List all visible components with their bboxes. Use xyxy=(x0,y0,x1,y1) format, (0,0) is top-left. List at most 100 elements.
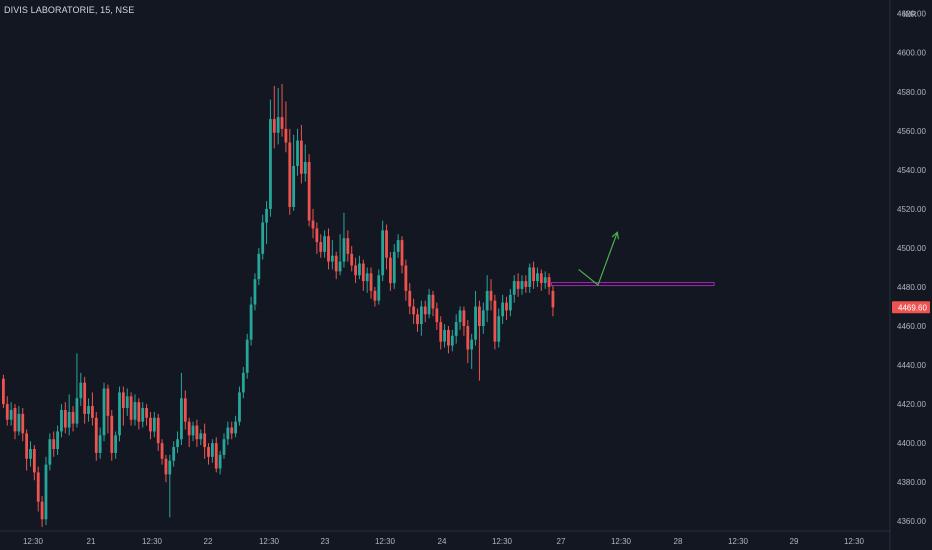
candle-body xyxy=(323,236,327,252)
candle-body xyxy=(435,308,439,323)
candle-body xyxy=(191,425,195,436)
candle-body xyxy=(450,335,454,346)
candle xyxy=(520,275,524,295)
candle-body xyxy=(276,117,280,133)
candle xyxy=(83,376,87,424)
time-axis[interactable]: 12:30 21 12:30 22 12:30 23 12:30 24 12:30 27 12:30… xyxy=(23,537,865,546)
candle xyxy=(288,128,292,215)
candle xyxy=(377,269,381,305)
y-tick-label: 4540.00 xyxy=(897,166,926,175)
candle-body xyxy=(98,435,102,453)
candle-body xyxy=(505,302,508,311)
candle xyxy=(365,267,369,293)
candle-body xyxy=(121,392,125,409)
candle-body xyxy=(369,273,373,291)
candle-body xyxy=(454,322,458,336)
candle xyxy=(280,83,284,137)
candle xyxy=(423,300,427,323)
x-tick-label: 12:30 xyxy=(375,537,396,546)
candle-body xyxy=(512,281,516,295)
support-line[interactable] xyxy=(551,282,715,287)
candle xyxy=(207,443,210,465)
candle-body xyxy=(284,128,288,143)
candle xyxy=(91,392,94,426)
candle xyxy=(261,214,265,260)
candle xyxy=(210,439,214,463)
candle xyxy=(334,251,338,280)
candle xyxy=(160,439,164,465)
candle xyxy=(427,288,431,319)
x-tick-label: 12:30 xyxy=(844,537,865,546)
candle xyxy=(241,367,245,399)
x-tick-label: 21 xyxy=(87,537,96,546)
price-axis[interactable]: 4360.00 4380.00 4400.00 4420.00 4440.00 4460.… xyxy=(897,10,926,527)
chart-title: DIVIS LABORATORIE, 15, NSE xyxy=(4,5,135,15)
candle xyxy=(9,402,13,426)
candle xyxy=(257,247,261,286)
candle xyxy=(508,288,512,317)
candle-body xyxy=(392,251,396,284)
candle-body xyxy=(195,425,199,440)
candle xyxy=(330,240,334,270)
candle xyxy=(114,431,118,459)
candle xyxy=(87,398,90,422)
candle-body xyxy=(427,294,431,315)
candle xyxy=(350,245,354,272)
candle-body xyxy=(350,253,354,266)
candle-body xyxy=(474,306,477,340)
candle-body xyxy=(60,409,63,432)
candle xyxy=(478,300,481,381)
candle-body xyxy=(17,413,21,432)
x-tick-label: 29 xyxy=(790,537,799,546)
candle xyxy=(481,302,485,334)
candle xyxy=(505,296,508,321)
candle xyxy=(354,257,357,284)
candle-body xyxy=(203,433,207,448)
candle xyxy=(172,441,176,467)
candle-body xyxy=(253,279,257,305)
x-tick-label: 24 xyxy=(438,537,447,546)
candle-body xyxy=(478,306,481,327)
candle xyxy=(195,419,199,448)
currency-label: INR xyxy=(903,10,917,19)
candle xyxy=(361,259,365,291)
candle xyxy=(485,275,489,323)
candle xyxy=(52,431,56,457)
candle-body xyxy=(334,255,338,272)
candle xyxy=(292,134,296,211)
candle-body xyxy=(245,339,249,373)
candle xyxy=(145,404,148,426)
candle-body xyxy=(199,433,203,440)
candle xyxy=(63,402,67,434)
candle xyxy=(71,406,75,432)
projection-arrow[interactable] xyxy=(578,232,618,287)
candle-body xyxy=(311,220,315,229)
candle xyxy=(176,431,179,453)
candle-body xyxy=(342,238,346,262)
candle xyxy=(412,298,416,325)
candle xyxy=(152,411,156,438)
candle xyxy=(269,99,272,217)
candle-body xyxy=(32,449,36,473)
candle xyxy=(141,402,145,428)
candle-body xyxy=(40,501,44,520)
candle xyxy=(234,415,237,438)
candle-body xyxy=(67,411,71,428)
candle xyxy=(199,429,203,446)
candle-body xyxy=(79,382,83,399)
x-tick-label: 28 xyxy=(674,537,683,546)
candle xyxy=(315,222,319,254)
candle-body xyxy=(63,409,67,428)
candle xyxy=(493,294,497,350)
candle-body xyxy=(319,242,323,252)
candle-body xyxy=(543,277,547,284)
candle xyxy=(40,495,44,528)
candle-body xyxy=(419,306,423,325)
candle xyxy=(447,326,450,354)
y-tick-label: 4580.00 xyxy=(897,88,926,97)
candle-body xyxy=(257,253,261,280)
x-tick-label: 22 xyxy=(204,537,213,546)
candle-body xyxy=(299,140,303,174)
candle-body xyxy=(431,294,435,309)
